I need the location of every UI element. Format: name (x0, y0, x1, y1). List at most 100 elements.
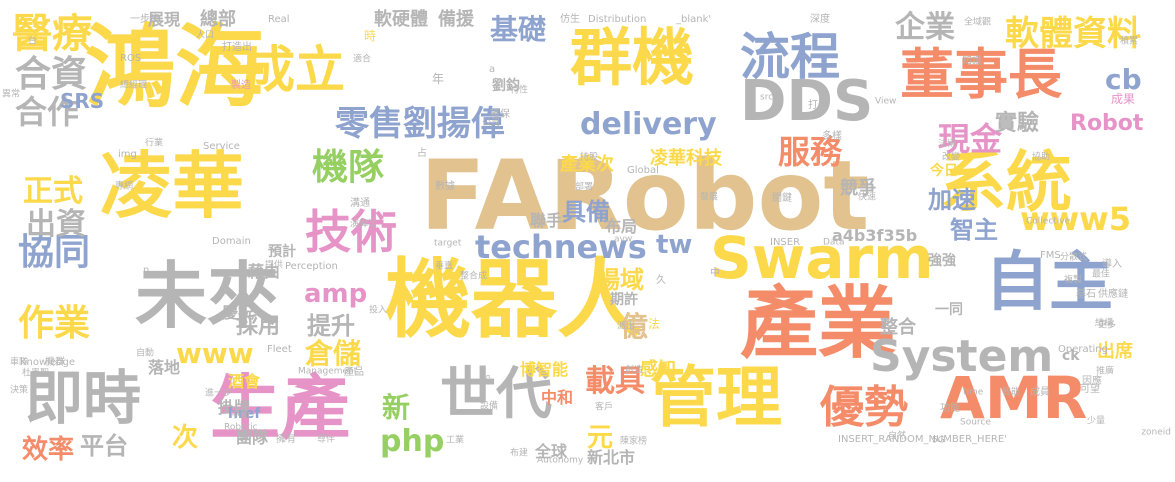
cloud-word: 團隊 (236, 428, 269, 447)
cloud-word: 杜墨聖 (22, 368, 50, 379)
cloud-word: ROS (120, 53, 142, 64)
cloud-word: 世代 (440, 362, 552, 427)
cloud-word: 群機 (570, 21, 695, 94)
cloud-word: 加速 (928, 186, 976, 214)
cloud-word: _blank' (676, 14, 712, 25)
cloud-word: 仿生 (560, 14, 580, 25)
cloud-word: 溝通 (350, 198, 370, 209)
cloud-word: 企業 (895, 10, 955, 45)
cloud-word: 自然 (888, 431, 907, 442)
cloud-word: 派出 (617, 321, 636, 332)
cloud-word: 自動 (136, 348, 155, 359)
cloud-word: href (228, 406, 261, 422)
cloud-word: tw (656, 230, 693, 260)
cloud-word: 展現 (148, 10, 181, 29)
cloud-word: 服務 (778, 133, 843, 171)
cloud-word: 持股 (580, 152, 599, 163)
cloud-word: 博智能 (520, 360, 569, 379)
cloud-word: INSERT_RANDOM_NUMBER_HERE' (838, 434, 1007, 445)
cloud-word: 載具 (585, 364, 645, 399)
cloud-word: 少量 (1087, 416, 1106, 427)
cloud-word: 可望 (1080, 384, 1100, 395)
cloud-word: 新北市 (587, 448, 636, 467)
cloud-word: 結構 (1095, 318, 1114, 329)
cloud-word: target (434, 238, 462, 249)
cloud-word: 總經理 (120, 80, 148, 91)
cloud-word: www (176, 337, 254, 370)
cloud-word: 發展 (700, 192, 719, 203)
cloud-word: 機器人 (385, 250, 643, 350)
cloud-word: 作業 (18, 303, 91, 344)
cloud-word: 零售劉揚偉 (335, 104, 505, 144)
cloud-word: 設備 (480, 401, 499, 412)
cloud-word: 投入 (369, 305, 388, 316)
cloud-word: 今日 (930, 163, 958, 179)
cloud-word: 中 (710, 268, 720, 279)
cloud-word: 元 (587, 423, 614, 453)
cloud-word: 決策 (10, 385, 29, 396)
cloud-word: 一同 (935, 302, 963, 318)
cloud-word: Autonomy (537, 455, 584, 466)
cloud-word: 軟體資料 (1005, 14, 1141, 54)
cloud-word: 占 (417, 148, 427, 159)
cloud-word: 進一步 (205, 388, 233, 399)
cloud-word: 5G (932, 435, 945, 446)
cloud-word: 凌華科技 (650, 148, 722, 169)
cloud-word: 預計 (268, 244, 296, 260)
cloud-word: 擁有 (276, 434, 296, 445)
cloud-word: 年 (432, 72, 445, 86)
cloud-word: 期許 (610, 292, 638, 308)
cloud-word: 公司 (482, 118, 501, 129)
cloud-word: Domain (212, 236, 251, 247)
cloud-word: 布建 (510, 448, 529, 459)
cloud-word: 適合 (353, 54, 372, 65)
cloud-word: Robot (1070, 111, 1144, 136)
cloud-word: 醫療 (12, 11, 92, 57)
cloud-word: 技術 (305, 205, 397, 259)
cloud-word: 具備 (562, 198, 610, 226)
cloud-word: 產業 (740, 279, 897, 369)
cloud-word: 軟硬體 (374, 9, 428, 30)
cloud-word: 劉鈞 (492, 78, 520, 94)
cloud-word: 億 (620, 310, 649, 343)
cloud-word: 智主 (950, 216, 998, 244)
cloud-word: 管理 (650, 359, 782, 436)
cloud-word: Service (203, 141, 240, 152)
cloud-word: 平台 (80, 432, 128, 460)
cloud-word: 聯手 (530, 211, 563, 230)
cloud-word: 基石 (1076, 289, 1096, 300)
cloud-word: 系統 (940, 144, 1072, 221)
cloud-word: Knowledge (20, 357, 75, 368)
cloud-word: 慶祝 (222, 303, 255, 322)
cloud-word: 董事長 (900, 43, 1062, 106)
cloud-word: Source (960, 417, 991, 428)
cloud-word: 車隊 (10, 357, 29, 368)
cloud-word: 複製 (1064, 275, 1083, 286)
cloud-word: 新 (382, 391, 411, 424)
cloud-word: 採用 (236, 314, 281, 339)
cloud-word: 場域 (596, 266, 644, 294)
cloud-word: 協同 (18, 232, 91, 273)
cloud-word: 法博 (938, 139, 957, 150)
cloud-word: Robotic (224, 422, 258, 433)
cloud-word: 即時 (25, 364, 142, 432)
cloud-word: php (380, 424, 445, 459)
cloud-word: 優勢 (820, 382, 908, 433)
cloud-word: 掛牌 (218, 398, 251, 417)
cloud-word: Distribution (588, 14, 647, 25)
cloud-word: avw (614, 234, 633, 245)
cloud-word: img (118, 149, 137, 160)
cloud-word: 製造 (231, 80, 251, 91)
cloud-word: 行業 (145, 138, 164, 149)
cloud-word: 機隊 (312, 147, 385, 188)
cloud-word: a4b3f35b (832, 226, 918, 245)
cloud-word: www5 (1020, 200, 1131, 238)
cloud-word: 協助 (1032, 152, 1051, 163)
cloud-word: 合資 (15, 54, 88, 95)
cloud-word: technews (475, 228, 647, 266)
cloud-word: 快速 (858, 192, 877, 203)
cloud-word: 功能 (940, 403, 960, 414)
cloud-word: 部署 (575, 182, 594, 193)
cloud-word: 台 (28, 36, 38, 47)
